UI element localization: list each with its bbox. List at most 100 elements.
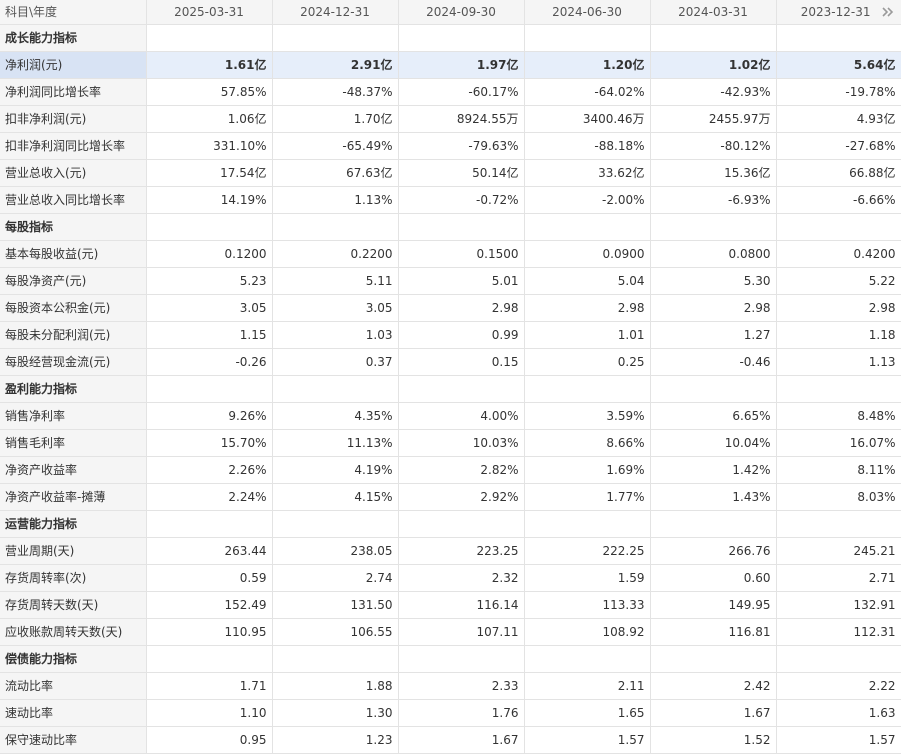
value-cell: 238.05 [272, 537, 399, 565]
section-header-row: 每股指标 [0, 213, 901, 241]
column-header: 2024-03-31 [650, 0, 777, 25]
value-cell: -64.02% [524, 78, 651, 106]
table-row: 扣非净利润同比增长率 331.10% -65.49% -79.63% -88.18% -8… [0, 132, 901, 160]
section-empty-cell [146, 213, 273, 241]
section-empty-cell [146, 510, 273, 538]
value-cell: 4.19% [272, 456, 399, 484]
value-cell: 3.05 [272, 294, 399, 322]
value-cell: -79.63% [398, 132, 525, 160]
value-cell: 6.65% [650, 402, 777, 430]
section-empty-cell [146, 24, 273, 52]
value-cell: 1.02亿 [650, 51, 777, 79]
value-cell: -0.72% [398, 186, 525, 214]
section-empty-cell [776, 24, 901, 52]
value-cell: 1.30 [272, 699, 399, 727]
row-label: 营业周期(天) [0, 537, 147, 565]
value-cell: 1.59 [524, 564, 651, 592]
row-label: 扣非净利润同比增长率 [0, 132, 147, 160]
value-cell: 50.14亿 [398, 159, 525, 187]
value-cell: 3.05 [146, 294, 273, 322]
value-cell: 149.95 [650, 591, 777, 619]
value-cell: -2.00% [524, 186, 651, 214]
row-label: 保守速动比率 [0, 726, 147, 754]
value-cell: 1.06亿 [146, 105, 273, 133]
value-cell: 67.63亿 [272, 159, 399, 187]
value-cell: 10.04% [650, 429, 777, 457]
value-cell: 2.92% [398, 483, 525, 511]
value-cell: 0.2200 [272, 240, 399, 268]
section-empty-cell [398, 645, 525, 673]
section-empty-cell [146, 375, 273, 403]
row-label: 每股未分配利润(元) [0, 321, 147, 349]
row-label: 销售毛利率 [0, 429, 147, 457]
value-cell: -0.26 [146, 348, 273, 376]
table-row: 销售净利率 9.26% 4.35% 4.00% 3.59% 6.65% 8.48% [0, 402, 901, 430]
value-cell: 1.01 [524, 321, 651, 349]
row-label: 净资产收益率 [0, 456, 147, 484]
section-empty-cell [524, 510, 651, 538]
value-cell: 0.0900 [524, 240, 651, 268]
section-empty-cell [776, 510, 901, 538]
value-cell: -65.49% [272, 132, 399, 160]
value-cell: 222.25 [524, 537, 651, 565]
row-label: 每股资本公积金(元) [0, 294, 147, 322]
value-cell: 108.92 [524, 618, 651, 646]
value-cell: 2.26% [146, 456, 273, 484]
value-cell: 106.55 [272, 618, 399, 646]
section-empty-cell [398, 375, 525, 403]
value-cell: 33.62亿 [524, 159, 651, 187]
value-cell: 245.21 [776, 537, 901, 565]
value-cell: 1.63 [776, 699, 901, 727]
value-cell: 1.27 [650, 321, 777, 349]
value-cell: 17.54亿 [146, 159, 273, 187]
value-cell: 8.48% [776, 402, 901, 430]
value-cell: 0.4200 [776, 240, 901, 268]
value-cell: 2.98 [776, 294, 901, 322]
value-cell: 113.33 [524, 591, 651, 619]
row-label: 营业总收入(元) [0, 159, 147, 187]
value-cell: 1.18 [776, 321, 901, 349]
value-cell: 16.07% [776, 429, 901, 457]
section-empty-cell [272, 375, 399, 403]
section-title: 盈利能力指标 [0, 375, 147, 403]
value-cell: 152.49 [146, 591, 273, 619]
section-header-row: 成长能力指标 [0, 24, 901, 52]
value-cell: 1.97亿 [398, 51, 525, 79]
value-cell: -6.93% [650, 186, 777, 214]
table-row: 每股净资产(元) 5.23 5.11 5.01 5.04 5.30 5.22 [0, 267, 901, 295]
value-cell: 266.76 [650, 537, 777, 565]
value-cell: 10.03% [398, 429, 525, 457]
value-cell: 0.99 [398, 321, 525, 349]
value-cell: 131.50 [272, 591, 399, 619]
table-row: 每股经营现金流(元) -0.26 0.37 0.15 0.25 -0.46 1.13 [0, 348, 901, 376]
section-empty-cell [398, 510, 525, 538]
value-cell: 14.19% [146, 186, 273, 214]
row-label: 净资产收益率-摊薄 [0, 483, 147, 511]
column-header: 2024-09-30 [398, 0, 525, 25]
section-empty-cell [398, 24, 525, 52]
value-cell: 1.13% [272, 186, 399, 214]
row-label: 扣非净利润(元) [0, 105, 147, 133]
value-cell: 112.31 [776, 618, 901, 646]
value-cell: 5.01 [398, 267, 525, 295]
value-cell: 2.98 [524, 294, 651, 322]
value-cell: 4.93亿 [776, 105, 901, 133]
row-label: 每股净资产(元) [0, 267, 147, 295]
row-label: 应收账款周转天数(天) [0, 618, 147, 646]
value-cell: 2.91亿 [272, 51, 399, 79]
value-cell: 110.95 [146, 618, 273, 646]
value-cell: 9.26% [146, 402, 273, 430]
value-cell: 1.76 [398, 699, 525, 727]
double-chevron-right-icon[interactable] [879, 0, 897, 24]
section-empty-cell [776, 645, 901, 673]
value-cell: 5.30 [650, 267, 777, 295]
value-cell: 1.10 [146, 699, 273, 727]
value-cell: 2.42 [650, 672, 777, 700]
value-cell: -80.12% [650, 132, 777, 160]
row-label: 流动比率 [0, 672, 147, 700]
section-empty-cell [650, 375, 777, 403]
value-cell: 1.23 [272, 726, 399, 754]
value-cell: 8924.55万 [398, 105, 525, 133]
row-label: 存货周转率(次) [0, 564, 147, 592]
